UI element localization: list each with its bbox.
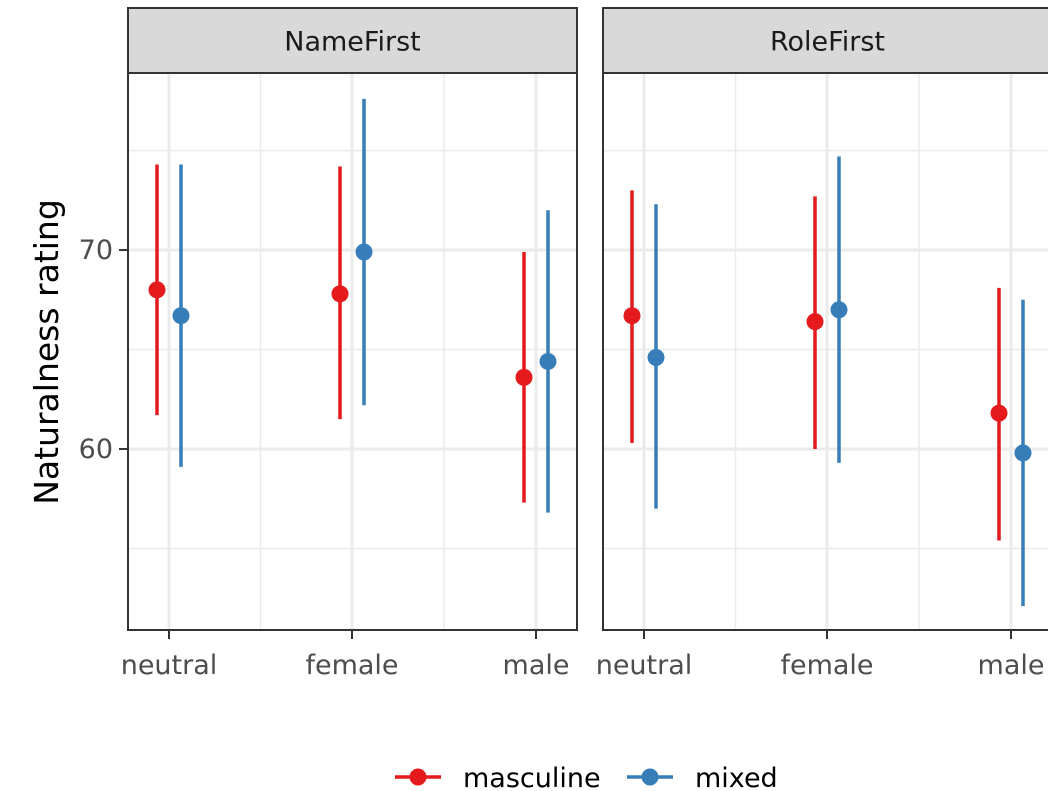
point-mixed xyxy=(539,352,557,370)
x-tick-label: female xyxy=(780,650,873,681)
x-tick-label: male xyxy=(978,650,1045,681)
y-tick-label: 70 xyxy=(79,235,113,266)
legend-key-point xyxy=(409,768,427,786)
x-tick-label: neutral xyxy=(596,650,693,681)
panels: NameFirst neutral female male RoleFirst neutr… xyxy=(121,7,1048,681)
point-mixed xyxy=(355,243,373,261)
panel-data xyxy=(623,156,1032,607)
panel-namefirst: NameFirst neutral female male xyxy=(121,7,578,681)
point-masculine xyxy=(806,313,824,331)
legend-item-masculine: masculine xyxy=(395,763,601,791)
y-axis-title: Naturalness rating xyxy=(27,199,66,505)
y-axis: 60 70 xyxy=(79,235,128,465)
panel-grid xyxy=(603,73,1048,630)
point-masculine xyxy=(331,285,349,303)
legend-label: masculine xyxy=(463,763,601,791)
point-mixed xyxy=(1014,444,1032,462)
legend-item-mixed: mixed xyxy=(627,763,778,791)
point-masculine xyxy=(623,307,641,325)
legend: masculine mixed xyxy=(395,763,778,791)
point-mixed xyxy=(830,301,848,319)
facet-strip-label: RoleFirst xyxy=(770,27,885,58)
facet-strip xyxy=(602,7,1048,74)
facet-strip xyxy=(127,7,578,74)
panel-grid xyxy=(128,73,577,630)
point-mixed xyxy=(647,348,665,366)
point-masculine xyxy=(990,404,1008,422)
point-masculine xyxy=(515,368,533,386)
y-tick-label: 60 xyxy=(79,434,113,465)
x-tick-label: female xyxy=(305,650,398,681)
panel-rolefirst: RoleFirst neutral female male xyxy=(596,7,1048,681)
facet-strip-label: NameFirst xyxy=(284,27,420,58)
legend-label: mixed xyxy=(695,763,778,791)
panel-data xyxy=(148,98,557,513)
x-tick-label: male xyxy=(503,650,570,681)
x-tick-label: neutral xyxy=(121,650,218,681)
legend-key-point xyxy=(641,768,659,786)
point-masculine xyxy=(148,281,166,299)
point-mixed xyxy=(172,307,190,325)
